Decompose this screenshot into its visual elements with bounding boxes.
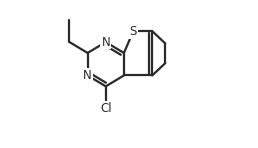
Text: S: S xyxy=(130,25,137,38)
Text: Cl: Cl xyxy=(100,102,111,115)
Text: N: N xyxy=(83,69,92,82)
Text: N: N xyxy=(101,36,110,49)
